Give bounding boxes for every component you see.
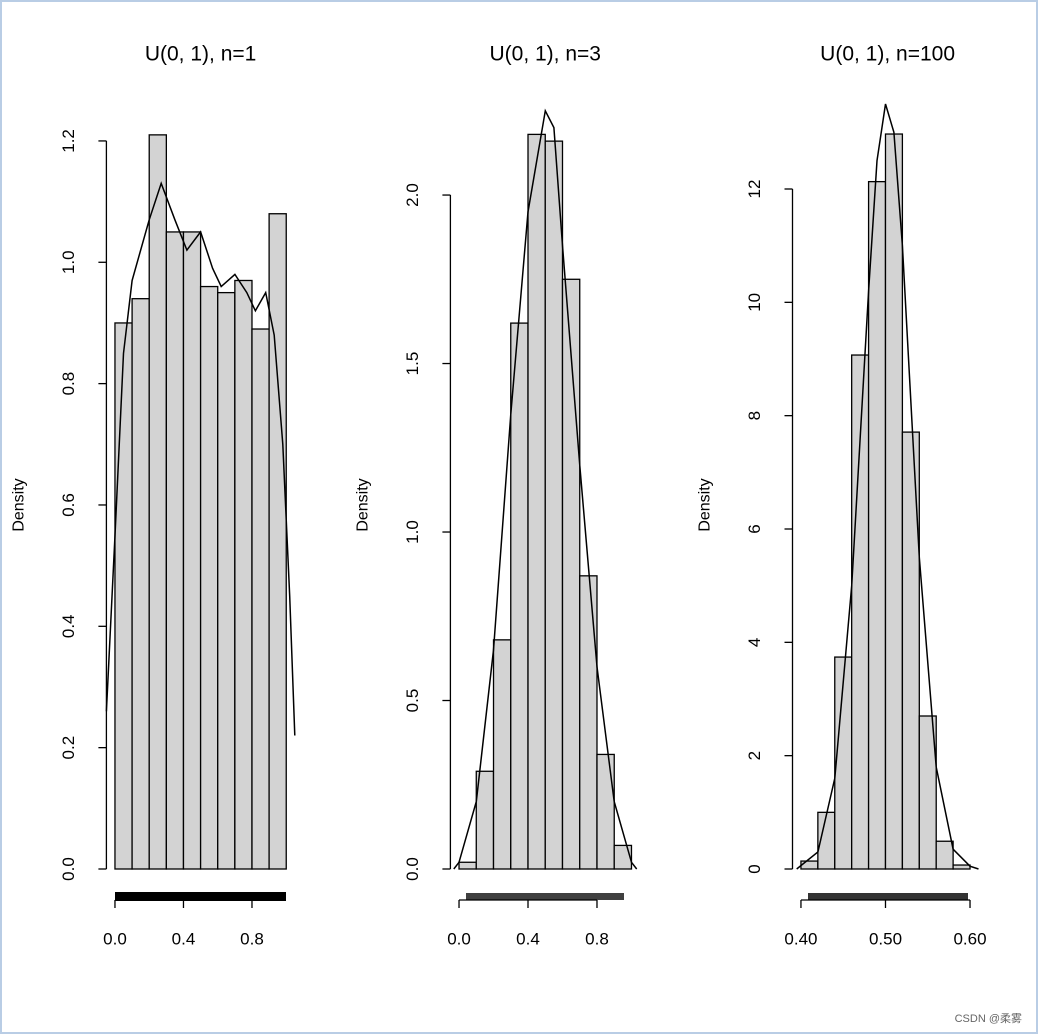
y-tick-label: 0.0 (59, 857, 78, 881)
bar (114, 322, 133, 870)
watermark: CSDN @柔雾 (955, 1012, 1022, 1025)
rug (115, 892, 286, 901)
y-tick-label: 0.5 (403, 689, 422, 713)
bar (510, 322, 529, 870)
y-tick-label: 1.2 (59, 129, 78, 153)
bar (475, 770, 495, 870)
y-tick-label: 1.0 (59, 250, 78, 274)
bar (131, 298, 150, 870)
density-line (453, 108, 638, 870)
y-tick-label: 6 (745, 524, 764, 533)
bar (561, 278, 581, 870)
bar (901, 431, 920, 870)
bar (199, 285, 219, 870)
x-tick-label: 0.60 (953, 929, 986, 948)
y-tick-label: 2 (745, 751, 764, 760)
y-tick-label: 0 (745, 864, 764, 873)
y-axis-label: Density (355, 478, 372, 531)
density-line (105, 181, 296, 736)
y-tick-label: 10 (745, 293, 764, 312)
chart-title: U(0, 1), n=1 (145, 43, 256, 66)
density-line (796, 103, 979, 870)
bar (217, 291, 236, 870)
bar (148, 134, 167, 870)
x-tick-label: 0.50 (869, 929, 902, 948)
x-tick-label: 0.4 (516, 929, 540, 948)
y-axis-label: Density (697, 478, 714, 531)
bar (613, 844, 633, 870)
y-axis-label: Density (11, 478, 28, 531)
y-tick-label: 1.5 (403, 352, 422, 376)
bar (492, 639, 512, 870)
y-tick-label: 0.0 (403, 857, 422, 881)
chart-title: U(0, 1), n=3 (490, 43, 601, 66)
bar (544, 140, 564, 870)
bar (952, 864, 971, 870)
y-tick-label: 0.8 (59, 372, 78, 396)
bar (251, 328, 270, 870)
y-tick-label: 2.0 (403, 183, 422, 207)
bar (596, 753, 615, 870)
bar (234, 279, 253, 870)
x-tick-label: 0.8 (585, 929, 609, 948)
bar (800, 860, 819, 870)
y-tick-label: 0.2 (59, 736, 78, 760)
bar (182, 231, 202, 870)
y-tick-label: 0.4 (59, 614, 78, 638)
x-tick-label: 0.0 (447, 929, 471, 948)
x-tick-label: 0.40 (784, 929, 817, 948)
bar (918, 715, 937, 870)
bar (884, 133, 904, 870)
rug (808, 893, 968, 900)
x-tick-label: 0.8 (240, 929, 264, 948)
y-tick-label: 8 (745, 411, 764, 420)
x-tick-label: 0.4 (172, 929, 196, 948)
x-tick-label: 0.0 (103, 929, 127, 948)
y-tick-label: 0.6 (59, 493, 78, 517)
rug (466, 893, 624, 900)
chart-title: U(0, 1), n=100 (820, 43, 955, 66)
bar (268, 213, 287, 870)
bar (867, 180, 887, 870)
y-tick-label: 4 (745, 638, 764, 647)
bar (579, 575, 598, 870)
bar (527, 133, 546, 870)
bar (458, 861, 477, 870)
bar (165, 231, 185, 870)
y-tick-label: 1.0 (403, 520, 422, 544)
bar (935, 840, 954, 870)
y-tick-label: 12 (745, 180, 764, 199)
